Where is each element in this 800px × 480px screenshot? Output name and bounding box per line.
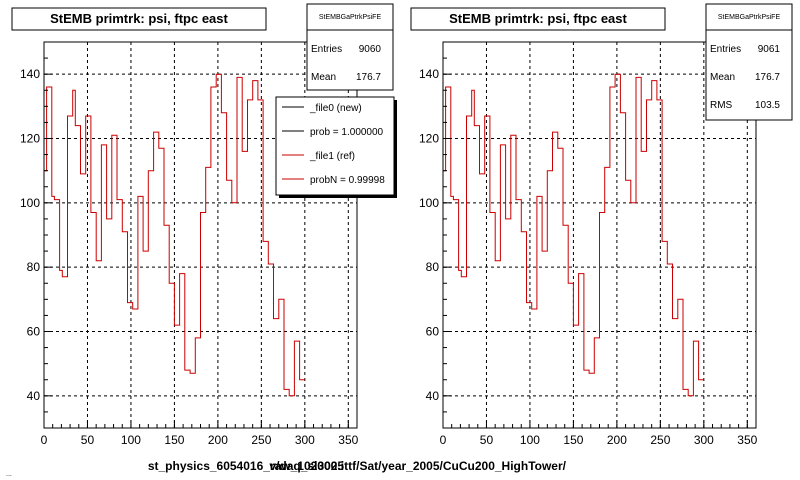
y-tick-label: 140 [20,67,40,81]
stats-value: 9061 [758,44,781,55]
x-tick-label: 250 [650,433,670,447]
y-tick-label: 140 [419,67,439,81]
y-tick-label: 120 [419,132,439,146]
y-tick-label: 100 [419,196,439,210]
stats-label: Mean [710,72,735,83]
x-tick-label: 350 [737,433,757,447]
y-tick-label: 60 [27,325,41,339]
x-tick-label: 100 [121,433,141,447]
histogram-source-label: v/daq_sl302.ittf/Sat/year_2005/CuCu200_H… [269,459,566,473]
x-tick-label: 200 [208,433,228,447]
stats-value: 176.7 [356,72,381,83]
stats-box [306,3,394,91]
stats-label: Entries [311,44,342,55]
legend-entry-label: probN = 0.99998 [310,175,385,186]
stats-box-name: StEMBGaPtrkPsiFE [718,14,781,21]
histogram-source-label: st_physics_6054016_raw_1020005 [148,459,344,473]
histogram-panel-2: 0 50 100 150 200 250 300 350 40 60 80 100 120 140 StEM… [269,3,793,473]
x-tick-label: 0 [440,433,447,447]
stats-box [705,3,793,121]
x-tick-label: 50 [480,433,494,447]
y-tick-label: 120 [20,132,40,146]
y-tick-label: 100 [20,196,40,210]
x-tick-label: 350 [338,433,358,447]
x-tick-label: 100 [520,433,540,447]
stats-value: 9060 [359,44,382,55]
legend: _file0 (new) prob = 1.000000 _file1 (ref) p… [275,96,397,198]
histogram-series-line [443,73,704,397]
stats-box-name: StEMBGaPtrkPsiFE [319,14,382,21]
x-tick-label: 200 [607,433,627,447]
y-tick-label: 40 [426,389,440,403]
stats-label: Entries [710,44,741,55]
x-tick-label: 50 [81,433,95,447]
x-tick-label: 300 [694,433,714,447]
stats-value: 103.5 [755,100,780,111]
legend-entry-label: _file0 (new) [309,103,362,114]
stats-label: Mean [311,72,336,83]
chart-title-box [11,7,267,31]
legend-entry-label: prob = 1.000000 [310,127,384,138]
chart-title: StEMB primtrk: psi, ftpc east [50,11,228,26]
y-tick-label: 80 [426,260,440,274]
x-tick-label: 150 [164,433,184,447]
y-tick-label: 80 [27,260,41,274]
y-tick-label: 60 [426,325,440,339]
x-tick-label: 0 [41,433,48,447]
corner-text: ... [6,471,12,478]
chart-title: StEMB primtrk: psi, ftpc east [449,11,627,26]
x-tick-label: 300 [295,433,315,447]
stats-label: RMS [710,100,733,111]
x-tick-label: 150 [563,433,583,447]
y-tick-label: 40 [27,389,41,403]
legend-entry-label: _file1 (ref) [309,151,355,162]
stats-value: 176.7 [755,72,780,83]
histogram-series-line [44,73,305,397]
chart-title-box [410,7,666,31]
histogram-panel-1: 0 50 100 150 200 250 300 350 40 60 80 100 120 140 StEM… [11,3,397,473]
x-tick-label: 250 [251,433,271,447]
